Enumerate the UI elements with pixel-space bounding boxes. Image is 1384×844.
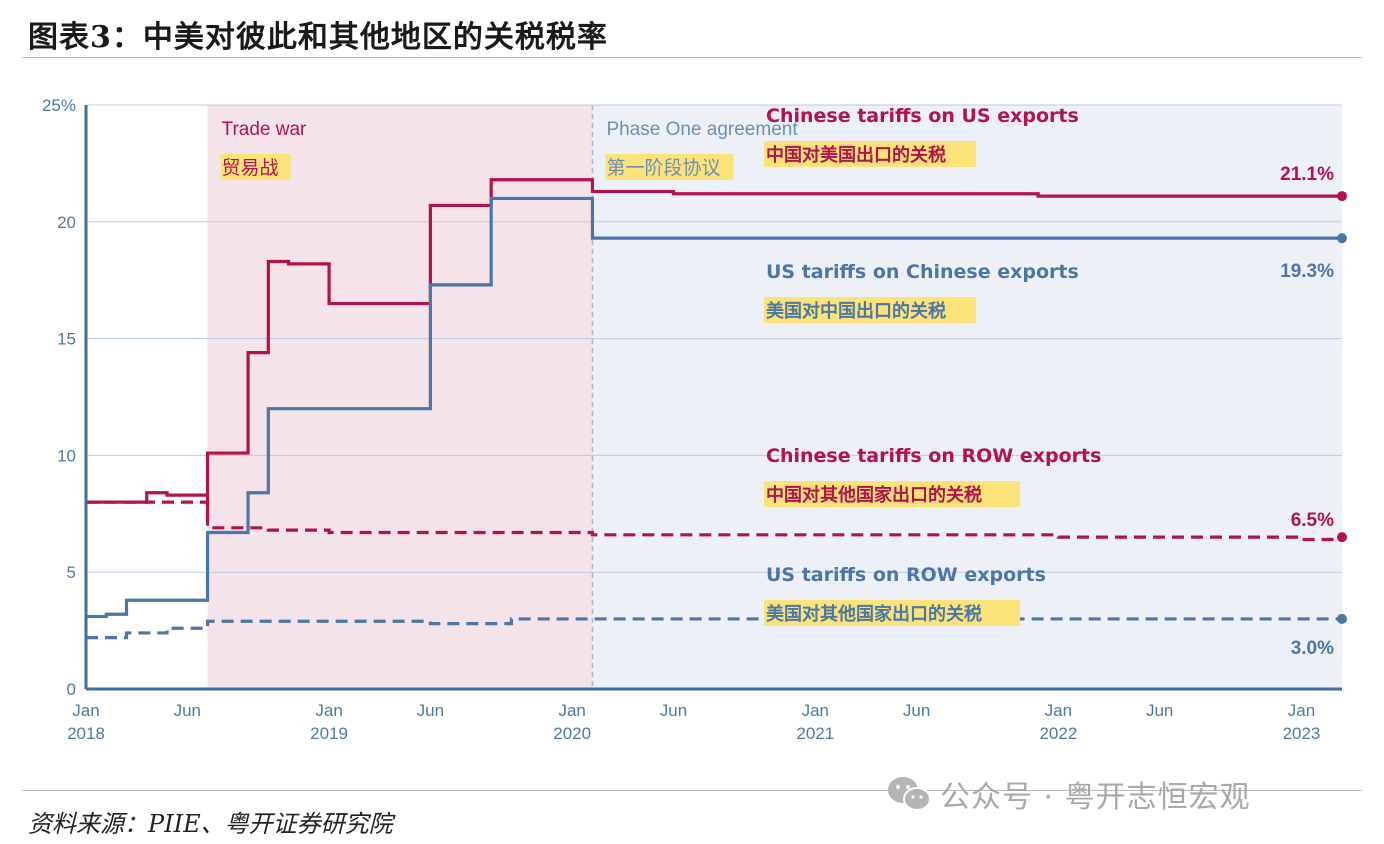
source-note: 资料来源：PIIE、粤开证券研究院 [28, 810, 393, 838]
trade-war-cn-highlight [220, 154, 291, 180]
trade-war-label: Trade war [222, 119, 307, 140]
wechat-icon [888, 777, 931, 811]
phase-one-cn-label: 第一阶段协议 [606, 157, 720, 179]
series-label-cn: 中国对其他国家出口的关税 [766, 484, 982, 506]
watermark: 公众号 · 粤开志恒宏观 [886, 772, 1251, 816]
series-line-3 [86, 617, 1342, 640]
y-tick-label: 20 [57, 213, 76, 232]
series-end-label: 19.3% [1280, 261, 1334, 282]
watermark-text: 公众号 · 粤开志恒宏观 [940, 780, 1251, 815]
series-end-label: 21.1% [1280, 164, 1334, 185]
phase-one-cn-highlight [605, 154, 734, 180]
series-line-2 [86, 500, 1344, 542]
series-label-cn-highlight [764, 297, 976, 323]
x-tick-year: 2021 [796, 724, 834, 743]
y-tick-label: 0 [67, 680, 76, 699]
phase-one-label: Phase One agreement [606, 119, 798, 140]
y-tick-label: 25% [42, 96, 76, 115]
series-end-dot [1337, 532, 1347, 543]
phase-one-shade [592, 105, 1342, 689]
series-end-dot [1337, 613, 1347, 624]
x-tick-year: 2018 [67, 724, 105, 743]
series-label-cn: 美国对中国出口的关税 [766, 300, 946, 322]
x-tick-label: Jan [72, 701, 99, 720]
series-line-1 [86, 196, 1342, 619]
series-label-en: US tariffs on Chinese exports [766, 261, 1079, 283]
series-line-0 [86, 178, 1342, 521]
x-tick-label: Jun [1146, 701, 1173, 720]
series-end-dot [1337, 233, 1347, 244]
x-tick-label: Jan [558, 701, 585, 720]
tariff-chart: Trade war 贸易战 Phase One agreement 第一阶段协议 25… [42, 96, 1347, 743]
series-end-label: 3.0% [1291, 638, 1334, 659]
series-label-cn-highlight [764, 481, 1020, 507]
y-tick-label: 10 [57, 446, 76, 465]
x-tick-label: Jan [1288, 701, 1315, 720]
y-tick-label: 5 [67, 563, 76, 582]
series-label-en: Chinese tariffs on US exports [766, 105, 1079, 127]
x-tick-label: Jun [660, 701, 687, 720]
trade-war-shade [207, 105, 593, 689]
x-tick-label: Jun [903, 701, 930, 720]
series-label-en: US tariffs on ROW exports [766, 564, 1046, 586]
series-label-en: Chinese tariffs on ROW exports [766, 445, 1101, 467]
x-tick-year: 2019 [310, 724, 348, 743]
x-tick-label: Jan [315, 701, 342, 720]
series-label-cn-highlight [764, 600, 1020, 626]
x-tick-year: 2023 [1283, 724, 1321, 743]
series-end-label: 6.5% [1291, 510, 1334, 531]
source-divider [22, 790, 1362, 791]
x-tick-label: Jan [1045, 701, 1072, 720]
x-tick-label: Jun [174, 701, 201, 720]
x-tick-year: 2020 [553, 724, 591, 743]
series-label-cn: 中国对美国出口的关税 [766, 144, 946, 166]
series-label-cn-highlight [764, 141, 976, 167]
figure-title: 图表3：中美对彼此和其他地区的关税税率 [28, 20, 608, 55]
x-tick-year: 2022 [1039, 724, 1077, 743]
x-tick-label: Jun [417, 701, 444, 720]
title-divider [22, 57, 1362, 58]
trade-war-cn-label: 贸易战 [222, 157, 279, 179]
x-tick-label: Jan [802, 701, 829, 720]
series-label-cn: 美国对其他国家出口的关税 [766, 603, 982, 625]
series-end-dot [1337, 191, 1347, 202]
y-tick-label: 15 [57, 330, 76, 349]
